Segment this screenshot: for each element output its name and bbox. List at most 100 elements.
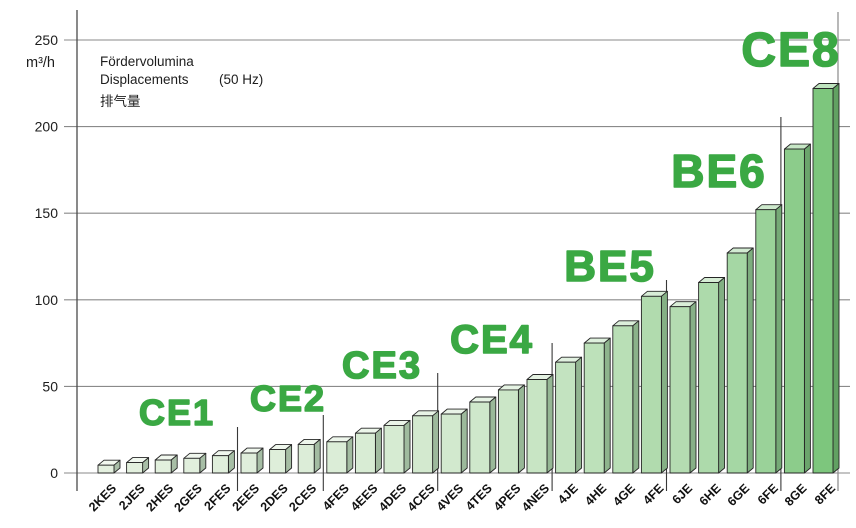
bar-front-face [154, 459, 172, 474]
group-label-CE8: CE8 [741, 24, 840, 77]
bar-side-face [256, 447, 264, 474]
bar-4PES [497, 384, 525, 474]
x-tick-label-4JE: 4JE [555, 481, 581, 507]
group-label-BE6: BE6 [671, 145, 766, 197]
bar-front-face [497, 389, 519, 474]
bar-front-face [297, 443, 315, 474]
x-tick-label-6JE: 6JE [669, 481, 695, 507]
x-tick-label-6GE: 6GE [725, 481, 753, 509]
bar-front-face [783, 148, 805, 474]
bar-front-face [240, 452, 258, 474]
y-tick-label-200: 200 [35, 119, 59, 135]
bar-4FES [326, 436, 354, 474]
bar-front-face [612, 325, 634, 474]
x-tick-label-4HE: 4HE [582, 481, 609, 508]
x-tick-label-4GE: 4GE [610, 481, 638, 509]
bar-side-face [632, 320, 640, 474]
bar-front-face [126, 462, 144, 474]
bar-2FES [211, 450, 235, 474]
x-tick-label-8GE: 8GE [782, 481, 810, 509]
x-tick-label-8FE: 8FE [812, 481, 838, 507]
bar-side-face [803, 143, 811, 474]
group-label-CE1: CE1 [139, 392, 215, 433]
bar-6JE [669, 301, 697, 474]
bar-6HE [698, 277, 726, 474]
bar-front-face [555, 361, 577, 474]
bar-2JES [126, 457, 150, 474]
group-label-CE2: CE2 [250, 378, 326, 419]
bar-front-face [326, 441, 348, 474]
bar-front-face [183, 457, 201, 474]
y-tick-label-0: 0 [50, 465, 58, 481]
bar-4TES [469, 396, 497, 474]
x-tick-label-2EES: 2EES [230, 481, 263, 514]
bar-4JE [555, 356, 583, 474]
bar-side-face [832, 83, 840, 474]
x-tick-label-4FES: 4FES [320, 481, 352, 513]
x-tick-label-2HES: 2HES [143, 481, 176, 514]
y-tick-label-150: 150 [35, 205, 59, 221]
bar-side-face [775, 204, 783, 474]
y-axis-unit-label: m³/h [26, 55, 55, 71]
x-tick-label-4TES: 4TES [463, 481, 495, 513]
annotation-english-title: Displacements (50 Hz) [100, 72, 263, 87]
bar-side-face [517, 384, 525, 474]
bar-2EES [240, 447, 264, 474]
bar-8GE [783, 143, 811, 474]
bar-2HES [154, 454, 178, 474]
x-tick-label-4NES: 4NES [519, 481, 552, 514]
x-tick-label-2FES: 2FES [202, 481, 234, 513]
bar-4EES [354, 427, 382, 474]
bar-front-face [383, 424, 405, 474]
x-tick-label-6FE: 6FE [755, 481, 781, 507]
x-tick-label-4DES: 4DES [376, 481, 409, 514]
x-tick-label-2KES: 2KES [86, 481, 119, 514]
bar-front-face [354, 432, 376, 474]
bar-front-face [440, 413, 462, 474]
x-tick-label-4CES: 4CES [405, 481, 438, 514]
group-label-BE5: BE5 [564, 242, 656, 291]
bar-8FE [812, 83, 840, 474]
x-tick-label-2DES: 2DES [258, 481, 291, 514]
bar-side-face [746, 247, 754, 474]
x-tick-label-2JES: 2JES [116, 481, 148, 513]
bar-front-face [583, 342, 605, 474]
bar-4FE [640, 290, 668, 474]
bar-side-face [346, 436, 354, 474]
bar-4HE [583, 337, 611, 474]
bar-side-face [460, 408, 468, 474]
bar-side-face [285, 444, 293, 474]
bar-side-face [689, 301, 697, 474]
y-tick-label-250: 250 [35, 32, 59, 48]
bar-side-face [489, 396, 497, 474]
bar-4GE [612, 320, 640, 474]
bar-2GES [183, 452, 207, 474]
x-tick-label-2CES: 2CES [286, 481, 319, 514]
bar-side-face [546, 374, 554, 474]
group-label-CE4: CE4 [450, 318, 534, 362]
bar-side-face [374, 427, 382, 474]
bar-front-face [755, 209, 777, 474]
x-tick-label-4FE: 4FE [640, 481, 666, 507]
bar-front-face [412, 415, 434, 474]
bar-front-face [211, 455, 229, 474]
bar-front-face [812, 88, 834, 474]
bar-front-face [269, 449, 287, 474]
bar-4NES [526, 374, 554, 474]
bar-front-face [526, 379, 548, 474]
y-tick-label-100: 100 [35, 292, 59, 308]
group-label-CE3: CE3 [342, 345, 422, 387]
bar-2KES [97, 459, 121, 474]
bar-front-face [640, 295, 662, 474]
bar-front-face [669, 306, 691, 474]
y-tick-label-50: 50 [42, 378, 58, 394]
frequency-note: (50 Hz) [219, 72, 264, 87]
x-tick-label-2GES: 2GES [171, 481, 204, 514]
bar-2CES [297, 438, 321, 474]
x-tick-label-4PES: 4PES [491, 481, 524, 514]
bar-side-face [718, 277, 726, 474]
bar-front-face [698, 282, 720, 474]
annotation-german-title: Fördervolumina [100, 54, 194, 69]
bar-6FE [755, 204, 783, 474]
